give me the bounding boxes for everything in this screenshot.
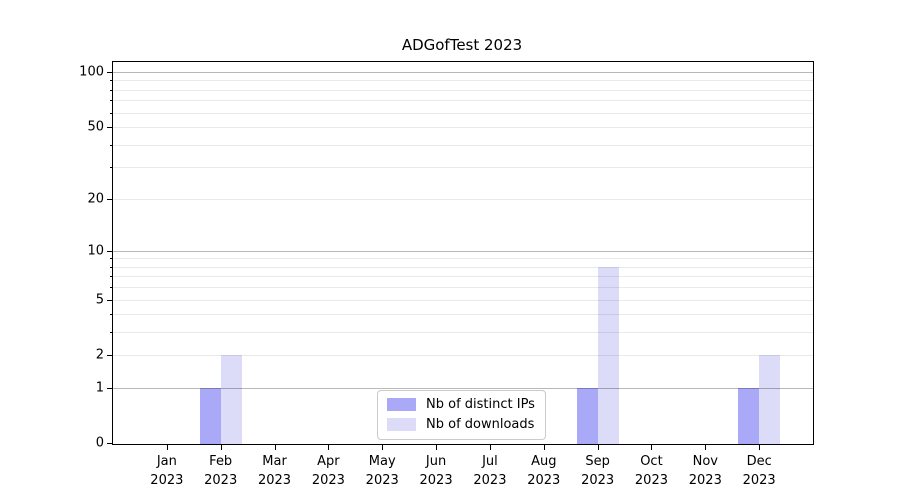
x-axis-tick <box>436 444 438 450</box>
grid-layer <box>113 62 813 444</box>
x-axis-label: Jan 2023 <box>150 454 184 488</box>
legend-swatch-downloads <box>387 418 416 431</box>
y-axis-tick <box>107 388 113 389</box>
gridline-minor <box>113 90 813 91</box>
x-axis-label: Aug 2023 <box>527 454 561 488</box>
gridline-minor <box>113 267 813 268</box>
y-axis-label: 10 <box>87 243 104 259</box>
bar-downloads <box>220 355 242 444</box>
gridline-minor <box>113 127 813 128</box>
bar-downloads <box>597 266 619 444</box>
y-axis-tick <box>107 443 113 444</box>
x-axis-tick <box>220 444 222 450</box>
x-axis-tick <box>543 444 545 450</box>
y-axis-label: 1 <box>95 380 104 396</box>
y-axis-label: 5 <box>95 292 104 308</box>
x-axis-tick <box>651 444 653 450</box>
x-axis-tick <box>759 444 761 450</box>
legend-item-distinct-ips: Nb of distinct IPs <box>387 397 535 412</box>
y-axis-label: 50 <box>87 119 104 135</box>
y-axis-minor-tick <box>110 332 113 333</box>
gridline-minor <box>113 300 813 301</box>
y-axis-minor-tick <box>110 258 113 259</box>
y-axis-minor-tick <box>110 355 113 356</box>
legend-label-downloads: Nb of downloads <box>426 417 535 432</box>
gridline-minor <box>113 199 813 200</box>
y-axis-minor-tick <box>110 300 113 301</box>
legend-swatch-distinct-ips <box>387 398 416 411</box>
legend: Nb of distinct IPs Nb of downloads <box>377 390 546 440</box>
x-axis-tick <box>328 444 330 450</box>
x-axis-tick <box>166 444 168 450</box>
gridline-minor <box>113 80 813 81</box>
y-axis-tick <box>107 72 113 73</box>
y-axis-minor-tick <box>110 113 113 114</box>
y-axis-label: 0 <box>95 435 104 451</box>
x-axis-label: Nov 2023 <box>688 454 722 488</box>
legend-label-distinct-ips: Nb of distinct IPs <box>426 397 535 412</box>
bars-layer <box>113 62 813 444</box>
y-axis-label: 20 <box>87 191 104 207</box>
x-axis-label: Oct 2023 <box>634 454 668 488</box>
y-axis-minor-tick <box>110 90 113 91</box>
y-axis-minor-tick <box>110 276 113 277</box>
y-axis-tick <box>107 251 113 252</box>
y-axis-minor-tick <box>110 287 113 288</box>
legend-item-downloads: Nb of downloads <box>387 417 535 432</box>
gridline-major <box>113 72 813 73</box>
x-axis-tick <box>597 444 599 450</box>
bar-distinct-ips <box>738 388 760 444</box>
bar-distinct-ips <box>199 388 221 444</box>
gridline-minor <box>113 167 813 168</box>
gridline-minor <box>113 355 813 356</box>
y-axis-minor-tick <box>110 199 113 200</box>
chart-title: ADGofTest 2023 <box>401 36 523 54</box>
gridline-minor <box>113 287 813 288</box>
gridline-minor <box>113 332 813 333</box>
x-axis-label: Mar 2023 <box>257 454 292 488</box>
x-axis-label: Jun 2023 <box>419 454 453 488</box>
y-axis-minor-tick <box>110 100 113 101</box>
x-axis-tick <box>489 444 491 450</box>
x-axis-tick <box>382 444 384 450</box>
x-axis-tick <box>274 444 276 450</box>
x-axis-label: Jul 2023 <box>473 454 507 488</box>
y-axis-minor-tick <box>110 167 113 168</box>
y-axis-minor-tick <box>110 127 113 128</box>
gridline-major <box>113 251 813 252</box>
gridline-minor <box>113 258 813 259</box>
x-axis-label: Apr 2023 <box>311 454 345 488</box>
bar-downloads <box>759 355 781 444</box>
y-axis-label: 2 <box>95 347 104 363</box>
y-axis-minor-tick <box>110 314 113 315</box>
y-axis-label: 100 <box>79 64 104 80</box>
gridline-minor <box>113 145 813 146</box>
x-axis-tick <box>705 444 707 450</box>
y-axis-minor-tick <box>110 267 113 268</box>
y-axis-minor-tick <box>110 145 113 146</box>
x-axis-label: May 2023 <box>365 454 399 488</box>
axes-layer: 0 1 2 5 10 20 50 100 Jan 2023 Feb 2023 Mar 2023 Apr… <box>79 62 813 488</box>
gridline-minor <box>113 100 813 101</box>
x-axis-label: Sep 2023 <box>581 454 615 488</box>
gridline-minor <box>113 314 813 315</box>
gridline-minor <box>113 276 813 277</box>
y-axis-minor-tick <box>110 80 113 81</box>
x-axis-label: Dec 2023 <box>742 454 776 488</box>
bar-distinct-ips <box>576 388 598 444</box>
x-axis-label: Feb 2023 <box>204 454 238 488</box>
gridline-major <box>113 388 813 389</box>
plot-area: 0 1 2 5 10 20 50 100 Jan 2023 Feb 2023 Mar 2023 Apr… <box>79 61 814 488</box>
gridline-minor <box>113 113 813 114</box>
